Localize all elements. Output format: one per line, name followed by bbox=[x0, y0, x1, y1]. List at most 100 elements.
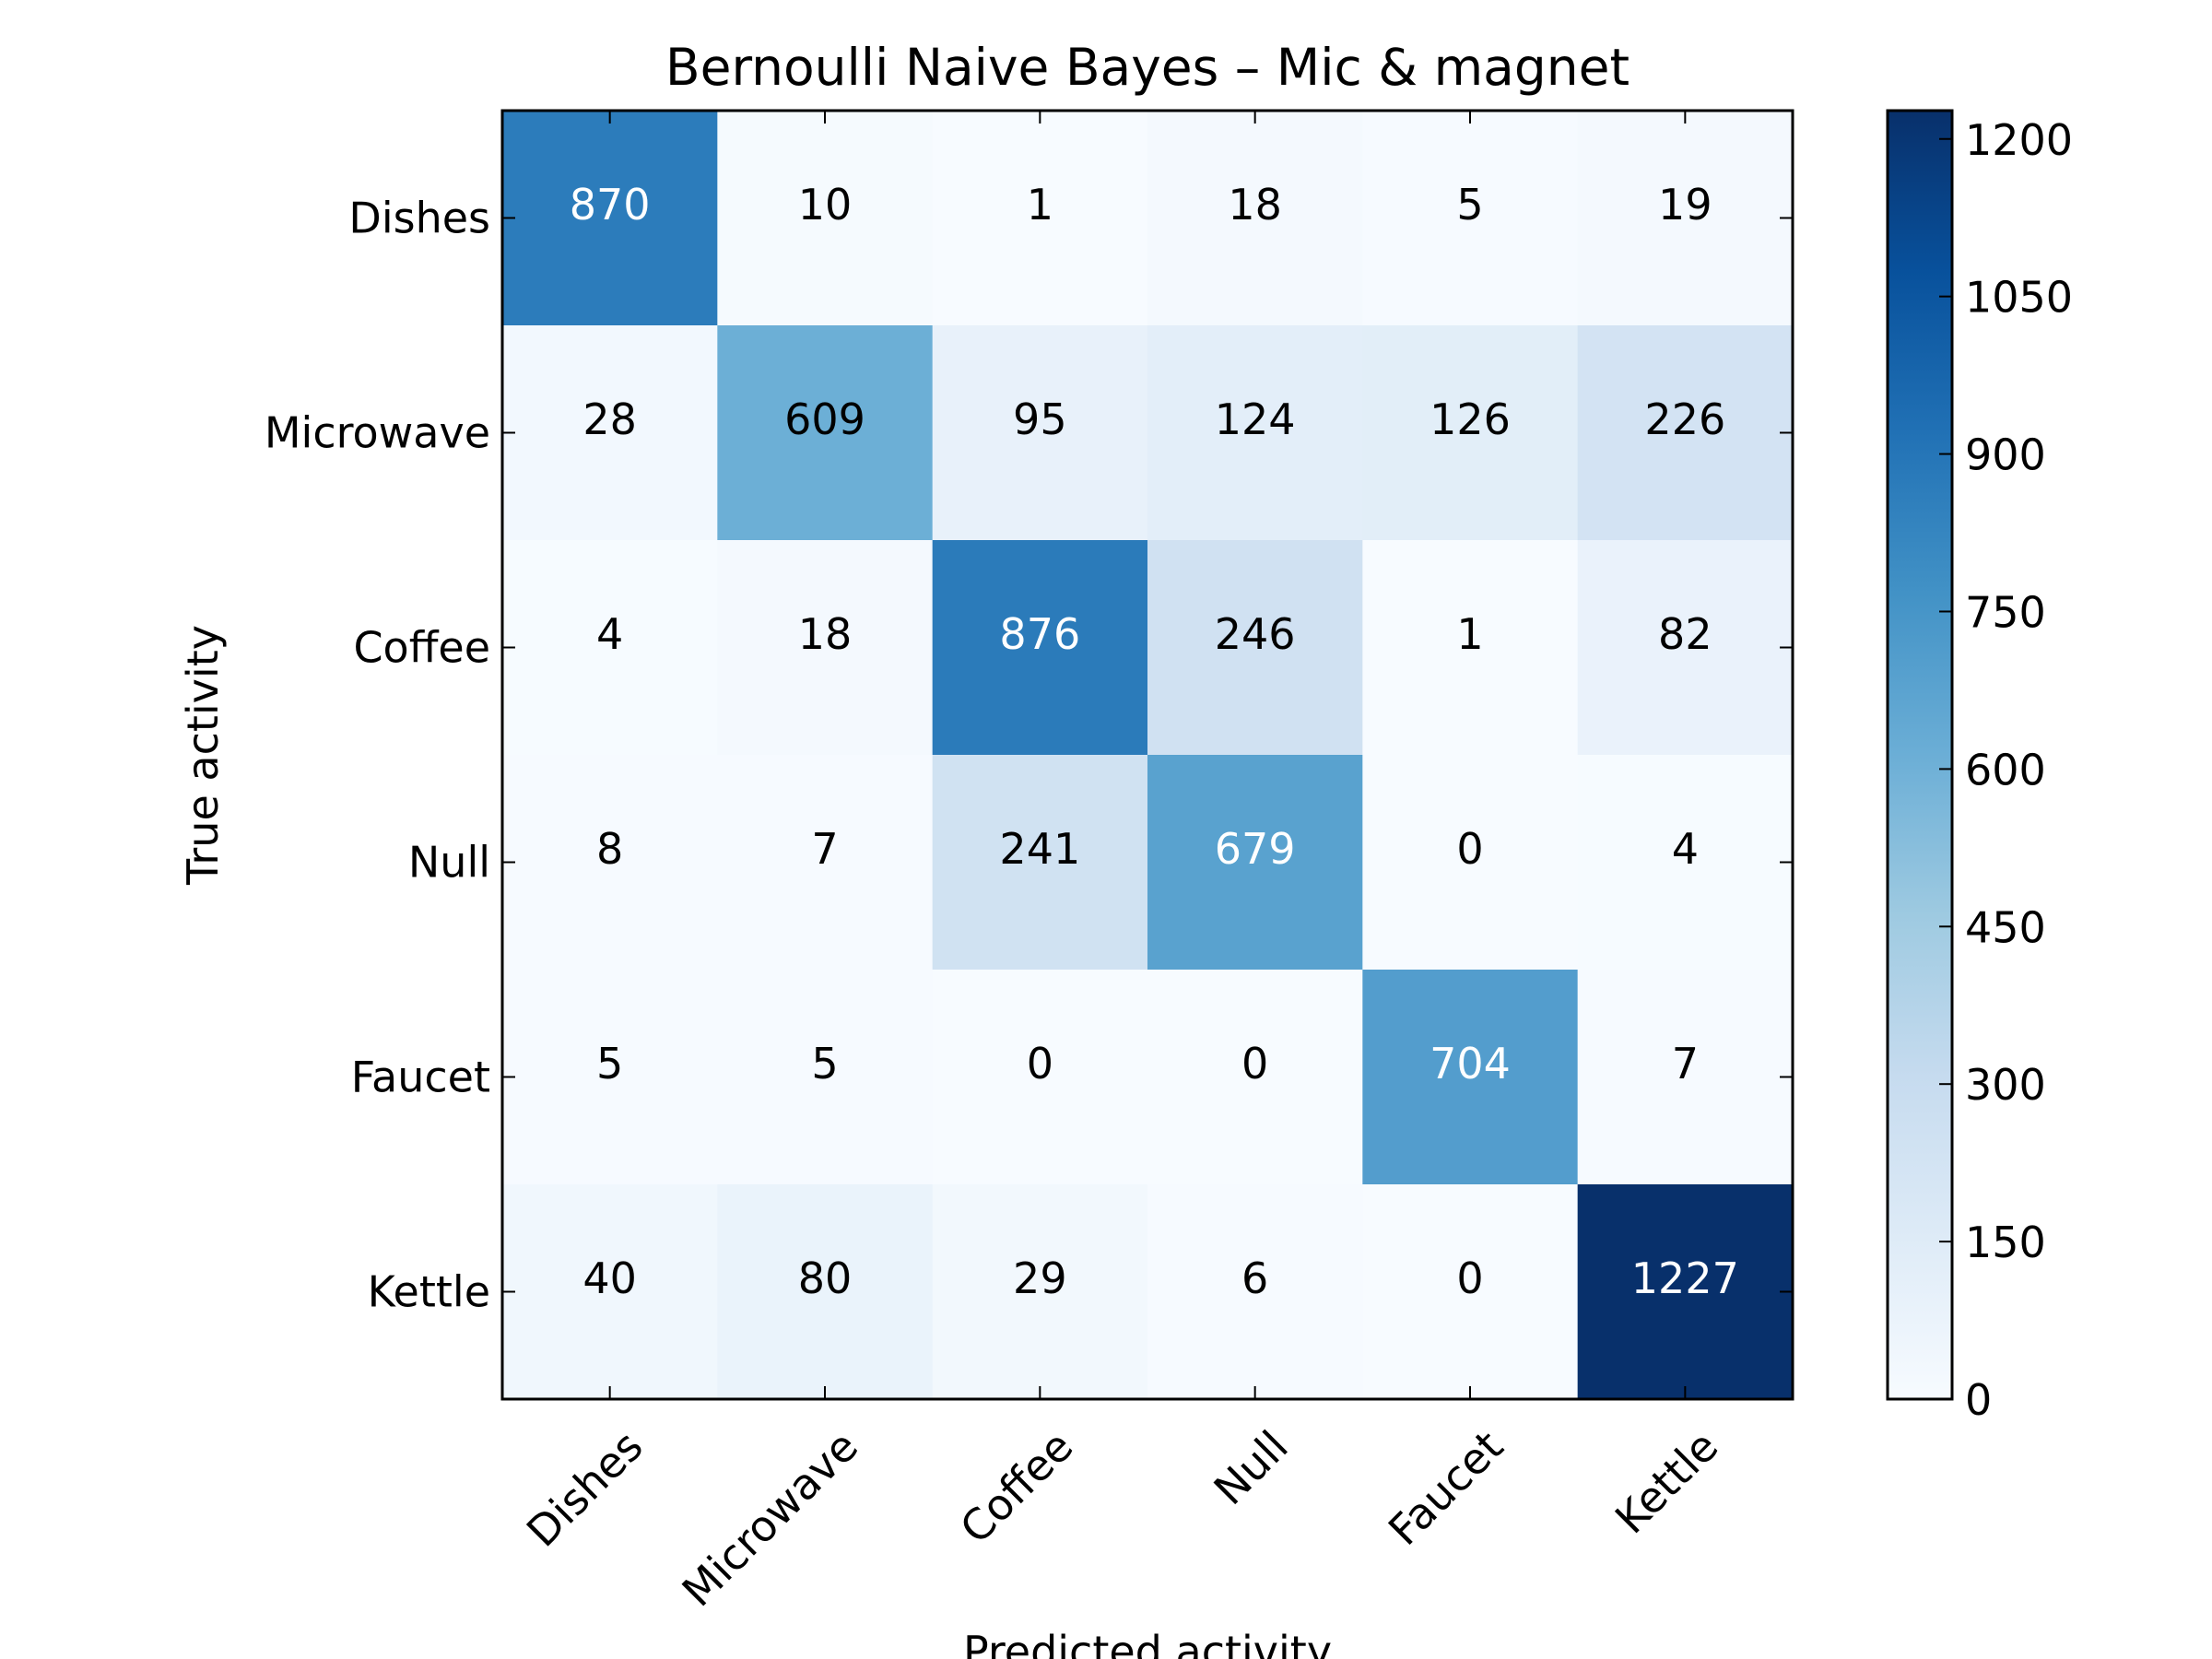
heatmap-cell bbox=[717, 970, 934, 1185]
heatmap-cell bbox=[502, 970, 718, 1185]
heatmap-cell bbox=[1362, 540, 1579, 756]
colorbar-ticks: 0 150 300 450 600 750 900 1050 1200 bbox=[1939, 115, 2073, 1425]
y-axis-tick-labels: Dishes Microwave Coffee Null Faucet Kettle bbox=[265, 194, 490, 1317]
heatmap-cell bbox=[1577, 970, 1794, 1185]
cell-value-label: 80 bbox=[798, 1253, 853, 1303]
heatmap-cell bbox=[1577, 755, 1794, 971]
cell-value-label: 19 bbox=[1658, 180, 1712, 229]
heatmap-cell bbox=[1147, 1184, 1363, 1400]
colorbar-tick-label: 300 bbox=[1965, 1060, 2046, 1110]
heatmap-cells bbox=[502, 111, 1794, 1400]
y-tick-label: Coffee bbox=[353, 623, 490, 673]
x-tick-label: Microwave bbox=[673, 1421, 868, 1617]
colorbar-tick-label: 1050 bbox=[1965, 273, 2073, 323]
cell-value-label: 0 bbox=[1027, 1039, 1053, 1088]
x-tick-label: Faucet bbox=[1379, 1421, 1512, 1555]
cell-value-label: 0 bbox=[1456, 1253, 1483, 1303]
heatmap-cell bbox=[717, 1184, 934, 1400]
heatmap-cell bbox=[1577, 1184, 1794, 1400]
plot-frame bbox=[500, 109, 1794, 1401]
cell-value-label: 704 bbox=[1430, 1039, 1511, 1088]
cell-value-label: 4 bbox=[596, 609, 623, 659]
heatmap-cell bbox=[502, 540, 718, 756]
heatmap-cell bbox=[1577, 111, 1794, 326]
cell-value-label: 609 bbox=[784, 394, 865, 444]
y-tick-label: Dishes bbox=[348, 194, 490, 243]
cell-value-label: 7 bbox=[811, 824, 838, 874]
heatmap-cell bbox=[502, 755, 718, 971]
y-tick-label: Microwave bbox=[265, 408, 490, 458]
cell-value-label: 5 bbox=[596, 1039, 623, 1088]
cell-value-label: 0 bbox=[1456, 824, 1483, 874]
colorbar-tick-label: 900 bbox=[1965, 430, 2046, 480]
cell-value-label: 82 bbox=[1658, 609, 1712, 659]
chart-title: Bernoulli Naive Bayes – Mic & magnet bbox=[665, 38, 1630, 97]
cell-value-label: 8 bbox=[596, 824, 623, 874]
cell-value-label: 126 bbox=[1430, 394, 1511, 444]
heatmap-cell bbox=[1147, 111, 1363, 326]
heatmap-cell bbox=[932, 325, 1148, 541]
cell-value-label: 40 bbox=[582, 1253, 637, 1303]
cell-value-label: 7 bbox=[1672, 1039, 1699, 1088]
cell-value-label: 1 bbox=[1027, 180, 1053, 229]
heatmap-cell bbox=[1362, 970, 1579, 1185]
cell-value-label: 95 bbox=[1013, 394, 1067, 444]
cell-value-label: 10 bbox=[798, 180, 853, 229]
heatmap-cell bbox=[932, 111, 1148, 326]
heatmap-cell bbox=[1147, 755, 1363, 971]
cell-value-label: 679 bbox=[1215, 824, 1296, 874]
cell-value-label: 1227 bbox=[1631, 1253, 1739, 1303]
cell-value-label: 241 bbox=[999, 824, 1080, 874]
heatmap-cell bbox=[717, 325, 934, 541]
colorbar-frame bbox=[1886, 109, 1954, 1401]
y-axis-label: True activity bbox=[178, 625, 228, 886]
cell-value-label: 6 bbox=[1241, 1253, 1268, 1303]
cell-value-label: 29 bbox=[1013, 1253, 1067, 1303]
heatmap-cell bbox=[717, 540, 934, 756]
x-axis-label: Predicted activity bbox=[963, 1627, 1332, 1659]
colorbar-gradient bbox=[1888, 111, 1952, 1399]
heatmap-cell bbox=[932, 970, 1148, 1185]
heatmap-cell bbox=[1362, 1184, 1579, 1400]
heatmap-cell bbox=[1147, 540, 1363, 756]
heatmap-cell bbox=[717, 111, 934, 326]
x-tick-label: Null bbox=[1205, 1421, 1298, 1514]
y-tick-label: Faucet bbox=[351, 1053, 490, 1102]
heatmap-cell bbox=[932, 1184, 1148, 1400]
heatmap-cell bbox=[502, 1184, 718, 1400]
heatmap-cell bbox=[1577, 325, 1794, 541]
colorbar-tick-label: 150 bbox=[1965, 1218, 2046, 1267]
heatmap-cell bbox=[502, 325, 718, 541]
heatmap-cell bbox=[1147, 970, 1363, 1185]
colorbar-tick-label: 600 bbox=[1965, 745, 2046, 794]
cell-value-label: 124 bbox=[1215, 394, 1296, 444]
cell-value-label: 1 bbox=[1456, 609, 1483, 659]
x-tick-label: Kettle bbox=[1606, 1421, 1727, 1543]
x-axis-tick-labels: Dishes Microwave Coffee Null Faucet Kettle bbox=[517, 1421, 1727, 1617]
heatmap-cell bbox=[1577, 540, 1794, 756]
cell-value-label: 5 bbox=[811, 1039, 838, 1088]
heatmap-cell bbox=[1362, 111, 1579, 326]
colorbar-tick-label: 750 bbox=[1965, 587, 2046, 637]
heatmap-cell bbox=[502, 111, 718, 326]
cell-value-label: 18 bbox=[1228, 180, 1282, 229]
cell-value-label: 0 bbox=[1241, 1039, 1268, 1088]
heatmap-cell bbox=[1362, 325, 1579, 541]
colorbar: 0 150 300 450 600 750 900 1050 1200 bbox=[1886, 109, 2073, 1425]
y-tick-label: Kettle bbox=[368, 1267, 490, 1317]
cell-value-label: 246 bbox=[1215, 609, 1296, 659]
heatmap-cell bbox=[932, 540, 1148, 756]
colorbar-tick-label: 0 bbox=[1965, 1375, 1992, 1425]
cell-value-label: 5 bbox=[1456, 180, 1483, 229]
colorbar-tick-label: 1200 bbox=[1965, 115, 2073, 165]
heatmap-cell bbox=[717, 755, 934, 971]
colorbar-tick-label: 450 bbox=[1965, 902, 2046, 952]
heatmap-cell bbox=[1147, 325, 1363, 541]
cell-value-label: 226 bbox=[1644, 394, 1725, 444]
heatmap-cell bbox=[1362, 755, 1579, 971]
cell-value-label: 4 bbox=[1672, 824, 1699, 874]
heatmap-cell bbox=[932, 755, 1148, 971]
x-tick-label: Coffee bbox=[950, 1421, 1082, 1553]
